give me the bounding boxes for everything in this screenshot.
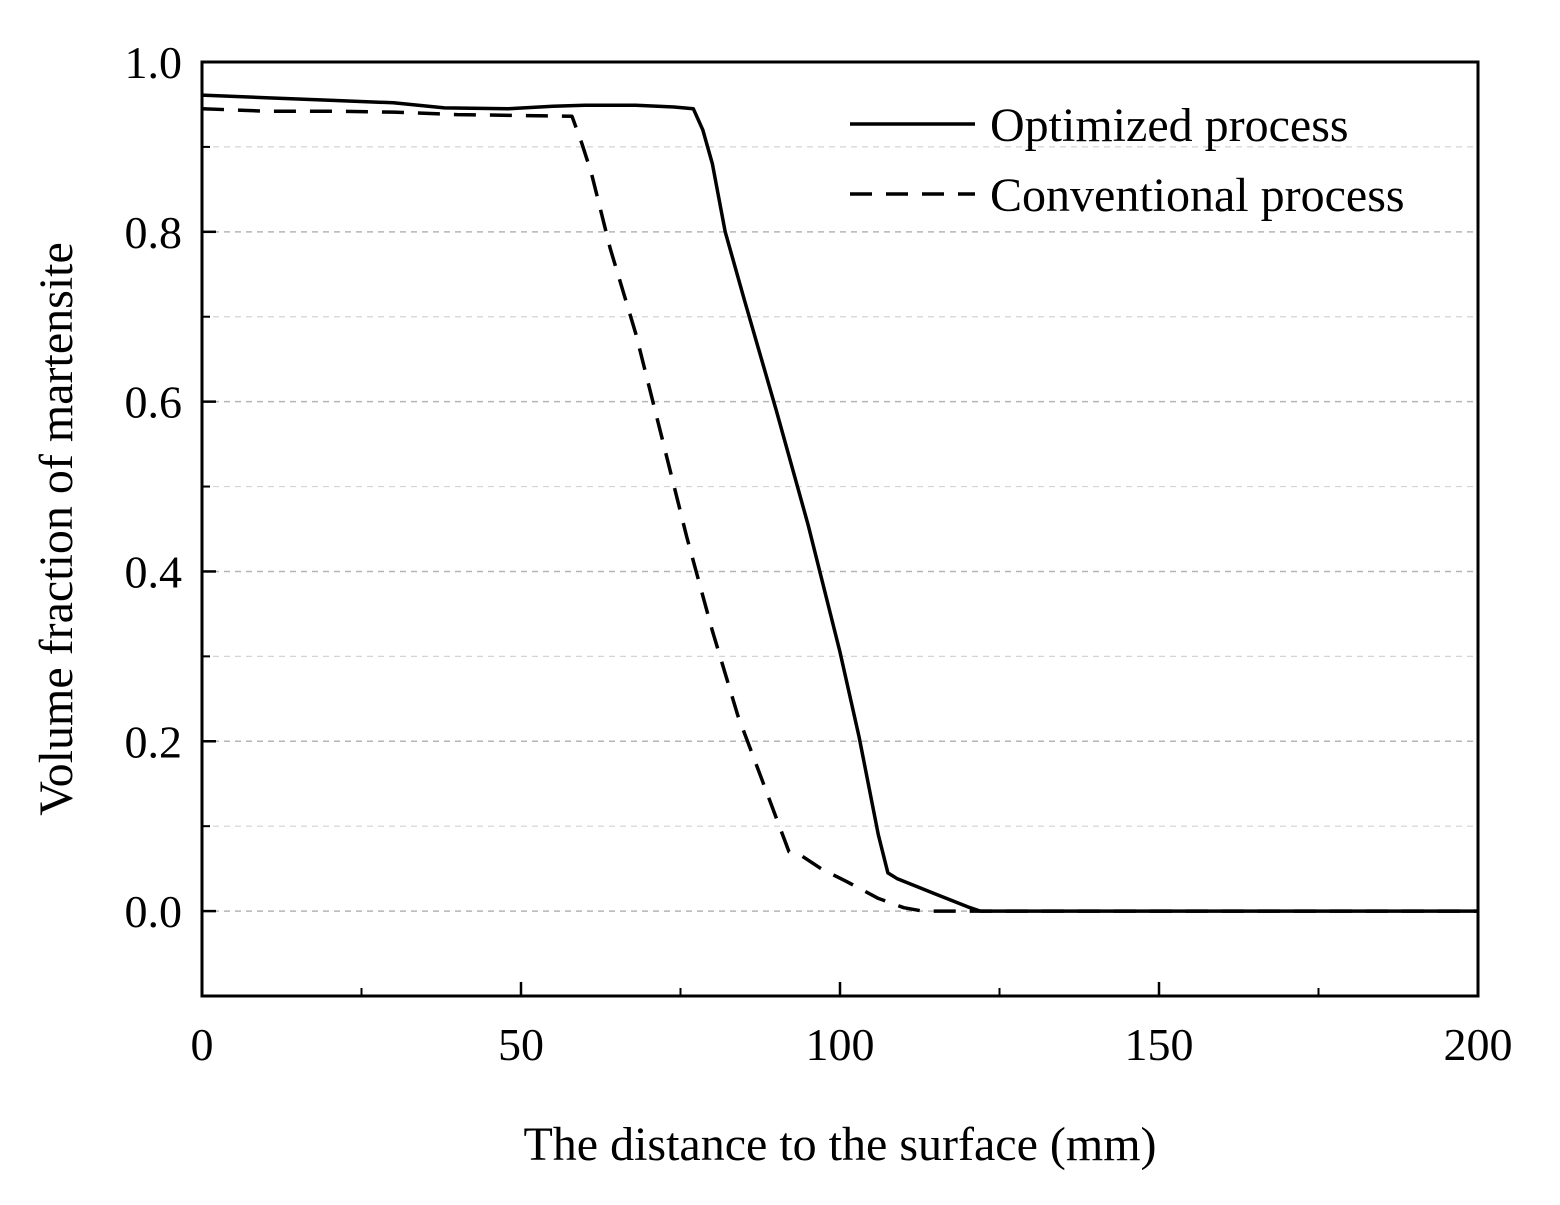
x-tick-label: 150 <box>1125 1019 1194 1070</box>
ticks-layer: 0 50 100 150 200 0.0 0.2 0.4 0.6 0.8 1.0 <box>125 37 1513 1070</box>
y-tick-label: 0.6 <box>125 377 183 428</box>
x-tick-label: 100 <box>806 1019 875 1070</box>
x-tick-label: 50 <box>498 1019 544 1070</box>
y-tick-label: 0.0 <box>125 886 183 937</box>
y-tick-label: 1.0 <box>125 37 183 88</box>
y-tick-label: 0.2 <box>125 716 183 767</box>
legend-label: Optimized process <box>990 99 1349 152</box>
y-axis-title: Volume fraction of martensite <box>30 242 83 816</box>
optimized-process-line <box>201 93 1478 913</box>
y-tick-label: 0.8 <box>125 207 183 258</box>
x-tick-label: 200 <box>1444 1019 1513 1070</box>
grid-layer <box>202 146 1478 912</box>
x-tick-label: 0 <box>191 1019 214 1070</box>
series-layer <box>201 93 1478 913</box>
y-tick-label: 0.4 <box>125 546 183 597</box>
x-axis-title: The distance to the surface (mm) <box>523 1118 1156 1171</box>
conventional-process-line <box>201 106 1478 913</box>
legend: Optimized process Conventional process <box>850 99 1405 222</box>
legend-label: Conventional process <box>990 169 1405 222</box>
